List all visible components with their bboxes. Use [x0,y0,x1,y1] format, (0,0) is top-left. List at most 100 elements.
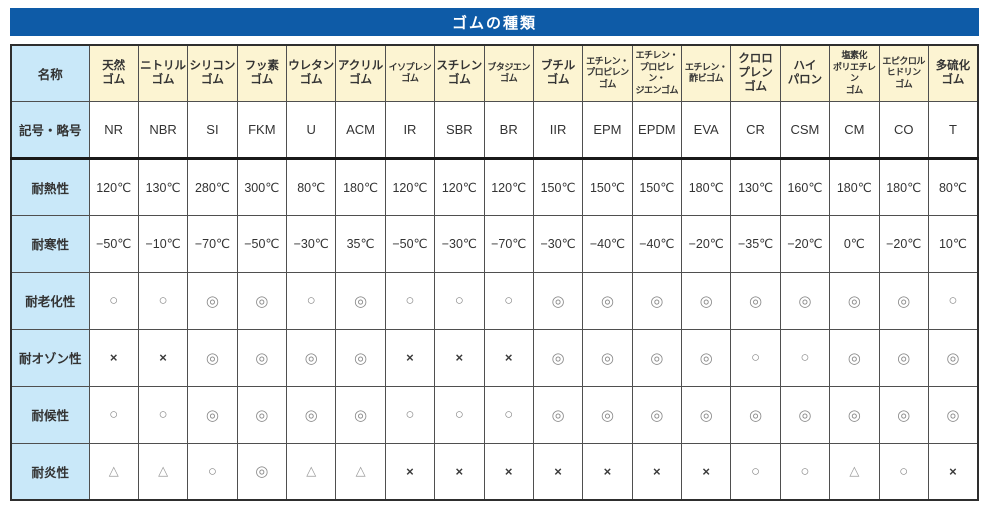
column-header-U: ウレタン ゴム [285,44,337,102]
row-label-aging: 耐老化性 [10,271,90,330]
cell-flame-ACM: △ [335,442,386,501]
cell-flame-EPDM: × [631,442,683,501]
cell-aging-CO: ◎ [878,271,929,330]
cell-weather-EVA: ◎ [680,385,732,444]
column-header-T: 多硫化 ゴム [927,44,979,102]
cell-cold-T: 10℃ [927,214,979,273]
cell-flame-CR: ○ [730,442,781,501]
cell-flame-EVA: × [680,442,732,501]
cell-aging-NR: ○ [88,271,139,330]
cell-cold-EVA: −20℃ [680,214,732,273]
cell-aging-CR: ◎ [730,271,781,330]
cell-aging-NBR: ○ [137,271,189,330]
cell-symbol-T: T [927,100,979,160]
row-ozone: 耐オゾン性 × × ◎ ◎ ◎ ◎ × × × ◎ ◎ ◎ ◎ ○ ○ ◎ ◎ ◎ [10,328,979,387]
cell-flame-SBR: × [434,442,485,501]
cell-ozone-IIR: ◎ [532,328,584,387]
cell-weather-T: ◎ [927,385,979,444]
cell-aging-SBR: ○ [434,271,485,330]
cell-heat-T: 80℃ [927,157,979,216]
column-header-CR: クロロ プレン ゴム [730,44,781,102]
row-flame: 耐炎性 △ △ ○ ◎ △ △ × × × × × × × ○ ○ △ ○ × [10,442,979,501]
cell-heat-U: 80℃ [285,157,337,216]
cell-heat-CM: 180℃ [829,157,880,216]
cell-heat-IIR: 150℃ [532,157,584,216]
column-header-SI: シリコン ゴム [187,44,238,102]
cell-aging-U: ○ [285,271,337,330]
cell-aging-EPM: ◎ [582,271,633,330]
cell-weather-CR: ◎ [730,385,781,444]
column-header-CO: エピクロル ヒドリン ゴム [878,44,929,102]
cell-flame-NBR: △ [137,442,189,501]
cell-aging-SI: ◎ [187,271,238,330]
cell-symbol-EPDM: EPDM [631,100,683,160]
cell-weather-NR: ○ [88,385,139,444]
column-header-SBR: スチレン ゴム [434,44,485,102]
cell-symbol-CSM: CSM [779,100,831,160]
cell-weather-SBR: ○ [434,385,485,444]
cell-ozone-T: ◎ [927,328,979,387]
rubber-types-table: 名称 天然 ゴム ニトリル ゴム シリコン ゴム フッ素 ゴム ウレタン ゴム アクリル ゴム イソプレン… [10,44,979,501]
cell-flame-IR: × [384,442,436,501]
cell-weather-CO: ◎ [878,385,929,444]
cell-heat-CR: 130℃ [730,157,781,216]
row-label-ozone: 耐オゾン性 [10,328,90,387]
column-header-BR: ブタジエン ゴム [483,44,534,102]
rubber-types-table-container: 名称 天然 ゴム ニトリル ゴム シリコン ゴム フッ素 ゴム ウレタン ゴム アクリル ゴム イソプレン… [10,44,979,501]
cell-symbol-CO: CO [878,100,929,160]
cell-ozone-U: ◎ [285,328,337,387]
table-head: 名称 天然 ゴム ニトリル ゴム シリコン ゴム フッ素 ゴム ウレタン ゴム アクリル ゴム イソプレン… [10,44,979,102]
row-label-flame: 耐炎性 [10,442,90,501]
cell-flame-NR: △ [88,442,139,501]
cell-symbol-NBR: NBR [137,100,189,160]
cell-cold-EPDM: −40℃ [631,214,683,273]
cell-flame-BR: × [483,442,534,501]
cell-flame-T: × [927,442,979,501]
cell-heat-IR: 120℃ [384,157,436,216]
cell-symbol-EVA: EVA [680,100,732,160]
row-label-symbol: 記号・略号 [10,100,90,160]
cell-ozone-CO: ◎ [878,328,929,387]
column-header-EPDM: エチレン・ プロピレン・ ジエンゴム [631,44,683,102]
cell-cold-SI: −70℃ [187,214,238,273]
column-header-CM: 塩素化 ポリエチレン ゴム [829,44,880,102]
cell-weather-BR: ○ [483,385,534,444]
cell-flame-U: △ [285,442,337,501]
cell-symbol-IIR: IIR [532,100,584,160]
cell-weather-EPM: ◎ [582,385,633,444]
cell-aging-CSM: ◎ [779,271,831,330]
cell-cold-CO: −20℃ [878,214,929,273]
cell-flame-EPM: × [582,442,633,501]
cell-ozone-NR: × [88,328,139,387]
row-cold: 耐寒性 −50℃ −10℃ −70℃ −50℃ −30℃ 35℃ −50℃ −30℃ −70℃ −3… [10,214,979,273]
cell-cold-NBR: −10℃ [137,214,189,273]
column-header-CSM: ハイ パロン [779,44,831,102]
cell-aging-FKM: ◎ [236,271,288,330]
cell-weather-SI: ◎ [187,385,238,444]
column-header-EVA: エチレン・ 酢ビゴム [680,44,732,102]
cell-heat-EPM: 150℃ [582,157,633,216]
cell-flame-CSM: ○ [779,442,831,501]
cell-ozone-EVA: ◎ [680,328,732,387]
cell-ozone-SBR: × [434,328,485,387]
cell-symbol-SI: SI [187,100,238,160]
cell-heat-CSM: 160℃ [779,157,831,216]
cell-symbol-SBR: SBR [434,100,485,160]
cell-ozone-IR: × [384,328,436,387]
cell-cold-U: −30℃ [285,214,337,273]
column-header-IR: イソプレン ゴム [384,44,436,102]
cell-heat-BR: 120℃ [483,157,534,216]
column-header-EPM: エチレン・ プロピレン ゴム [582,44,633,102]
cell-aging-IIR: ◎ [532,271,584,330]
cell-symbol-ACM: ACM [335,100,386,160]
cell-ozone-CR: ○ [730,328,781,387]
cell-cold-ACM: 35℃ [335,214,386,273]
cell-aging-IR: ○ [384,271,436,330]
cell-aging-T: ○ [927,271,979,330]
row-aging: 耐老化性 ○ ○ ◎ ◎ ○ ◎ ○ ○ ○ ◎ ◎ ◎ ◎ ◎ ◎ ◎ ◎ ○ [10,271,979,330]
cell-flame-CO: ○ [878,442,929,501]
cell-symbol-U: U [285,100,337,160]
cell-ozone-NBR: × [137,328,189,387]
cell-aging-CM: ◎ [829,271,880,330]
cell-heat-NR: 120℃ [88,157,139,216]
